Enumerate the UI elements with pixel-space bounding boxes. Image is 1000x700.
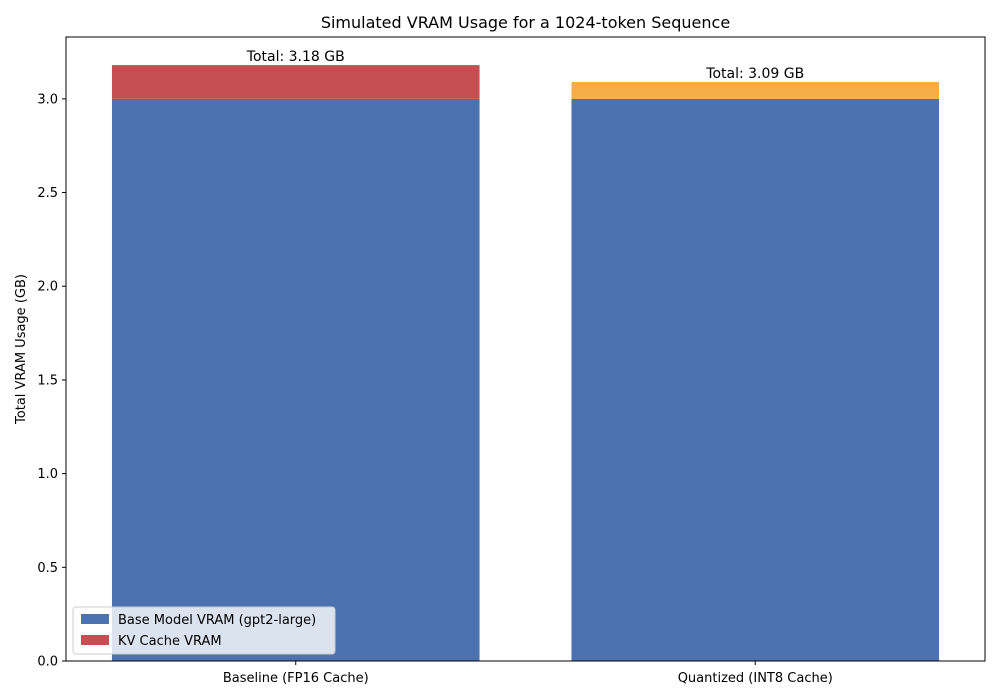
chart-title: Simulated VRAM Usage for a 1024-token Se… (321, 13, 730, 32)
x-tick-label-1: Quantized (INT8 Cache) (678, 671, 833, 686)
bar-segment-base-model-0 (111, 98, 480, 662)
data-label-total-1: Total: 3.09 GB (705, 66, 804, 82)
y-tick-label-4: 2.0 (37, 280, 58, 295)
legend-layer: Base Model VRAM (gpt2-large) KV Cache VRA… (72, 606, 336, 655)
y-tick-label-6: 3.0 (37, 92, 58, 107)
legend-swatch-0 (81, 614, 109, 624)
labels-layer: Total: 3.18 GB Total: 3.09 GB Simulated VR… (14, 13, 804, 425)
y-tick-label-3: 1.5 (37, 373, 58, 388)
bar-segment-base-model-1 (571, 98, 940, 662)
bar-segment-kv-cache-1 (571, 81, 940, 99)
axes-layer: Baseline (FP16 Cache) Quantized (INT8 Cac… (37, 36, 986, 686)
data-label-total-0: Total: 3.18 GB (246, 49, 345, 65)
legend-label-1: KV Cache VRAM (118, 634, 222, 649)
y-tick-label-2: 1.0 (37, 467, 58, 482)
y-tick-label-0: 0.0 (37, 655, 58, 670)
y-tick-label-5: 2.5 (37, 186, 58, 201)
plot-frame (65, 36, 986, 662)
y-tick-label-1: 0.5 (37, 561, 58, 576)
bar-segment-kv-cache-0 (111, 65, 480, 99)
x-tick-label-0: Baseline (FP16 Cache) (223, 671, 369, 686)
legend-label-0: Base Model VRAM (gpt2-large) (118, 613, 316, 628)
bars-layer (111, 65, 940, 662)
y-axis-label: Total VRAM Usage (GB) (14, 274, 29, 425)
legend-swatch-1 (81, 635, 109, 645)
legend-box (72, 606, 336, 655)
